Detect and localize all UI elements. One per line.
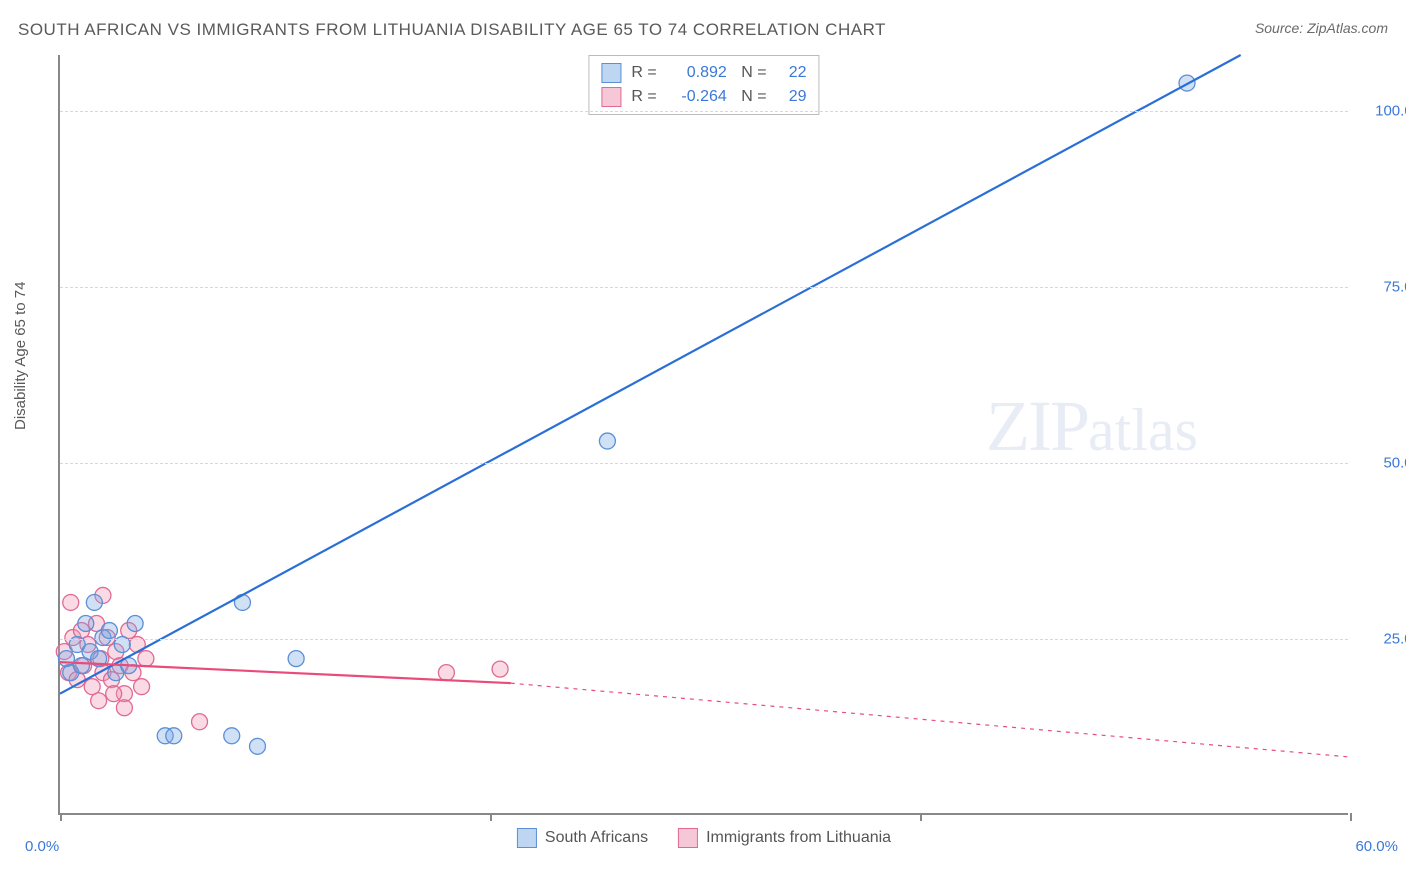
data-point [86,594,102,610]
swatch-series-b [601,87,621,107]
data-point [116,700,132,716]
data-point [438,665,454,681]
data-point [192,714,208,730]
x-tick-label-left: 0.0% [25,838,59,855]
y-axis-label: Disability Age 65 to 74 [12,282,29,430]
data-point [91,693,107,709]
data-point [106,686,122,702]
gridline [60,111,1348,112]
data-point [288,651,304,667]
x-tick-mark [920,813,922,821]
x-tick-mark [60,813,62,821]
legend-item-b: Immigrants from Lithuania [678,828,891,848]
data-point [250,738,266,754]
legend-row-series-b: R = -0.264 N = 29 [601,85,806,109]
data-point [63,594,79,610]
legend-label-b: Immigrants from Lithuania [706,829,891,847]
data-point [492,661,508,677]
chart-title: SOUTH AFRICAN VS IMMIGRANTS FROM LITHUAN… [18,20,886,40]
data-point [78,616,94,632]
r-value-b: -0.264 [667,85,727,109]
r-value-a: 0.892 [667,61,727,85]
data-point [138,651,154,667]
correlation-legend: R = 0.892 N = 22 R = -0.264 N = 29 [588,55,819,115]
data-point [101,623,117,639]
n-value-b: 29 [777,85,807,109]
n-value-a: 22 [777,61,807,85]
gridline [60,639,1348,640]
data-point [73,658,89,674]
swatch-series-a-icon [517,828,537,848]
swatch-series-a [601,63,621,83]
legend-label-a: South Africans [545,829,648,847]
data-point [599,433,615,449]
legend-row-series-a: R = 0.892 N = 22 [601,61,806,85]
data-point [224,728,240,744]
data-point [134,679,150,695]
y-tick-label: 50.0% [1356,455,1406,472]
x-tick-label-right: 60.0% [1355,838,1398,855]
y-tick-label: 25.0% [1356,631,1406,648]
swatch-series-b-icon [678,828,698,848]
scatter-svg [60,55,1348,813]
gridline [60,287,1348,288]
legend-item-a: South Africans [517,828,648,848]
data-point [127,616,143,632]
source-label: Source: ZipAtlas.com [1255,20,1388,36]
x-tick-mark [1350,813,1352,821]
trend-line [60,55,1241,694]
y-tick-label: 75.0% [1356,279,1406,296]
trend-line [511,683,1348,757]
x-tick-mark [490,813,492,821]
y-tick-label: 100.0% [1356,103,1406,120]
chart-plot-area: ZIPatlas R = 0.892 N = 22 R = -0.264 N =… [58,55,1348,815]
series-legend: South Africans Immigrants from Lithuania [517,828,891,848]
gridline [60,463,1348,464]
data-point [166,728,182,744]
